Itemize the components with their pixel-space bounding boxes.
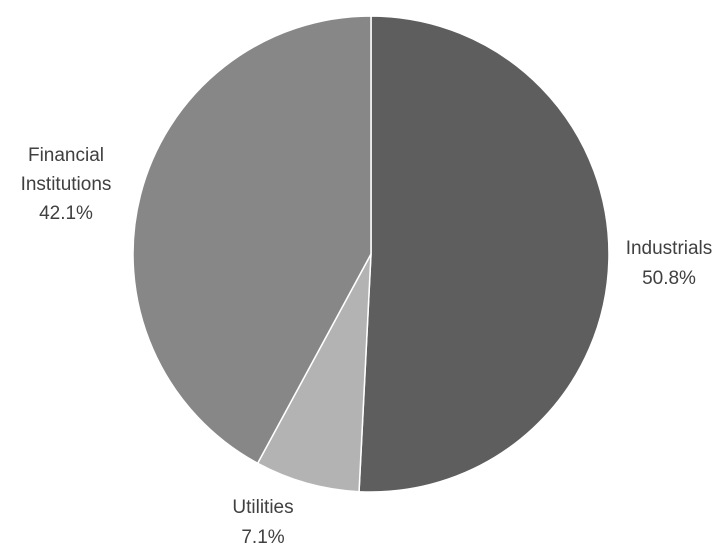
slice-label-financial-line2: Institutions xyxy=(21,174,112,195)
slice-value-financial: 42.1% xyxy=(39,203,93,224)
pie-slice-utilities xyxy=(256,253,372,493)
pie-slice-financial-institutions xyxy=(132,15,372,465)
slice-value-industrials: 50.8% xyxy=(642,268,696,289)
slice-value-utilities: 7.1% xyxy=(241,527,284,545)
pie-slices xyxy=(132,15,610,493)
slice-label-industrials: Industrials xyxy=(626,238,713,259)
slice-label-utilities: Utilities xyxy=(232,497,293,518)
slice-label-financial-line1: Financial xyxy=(28,145,104,166)
pie-slice-industrials xyxy=(358,15,610,493)
